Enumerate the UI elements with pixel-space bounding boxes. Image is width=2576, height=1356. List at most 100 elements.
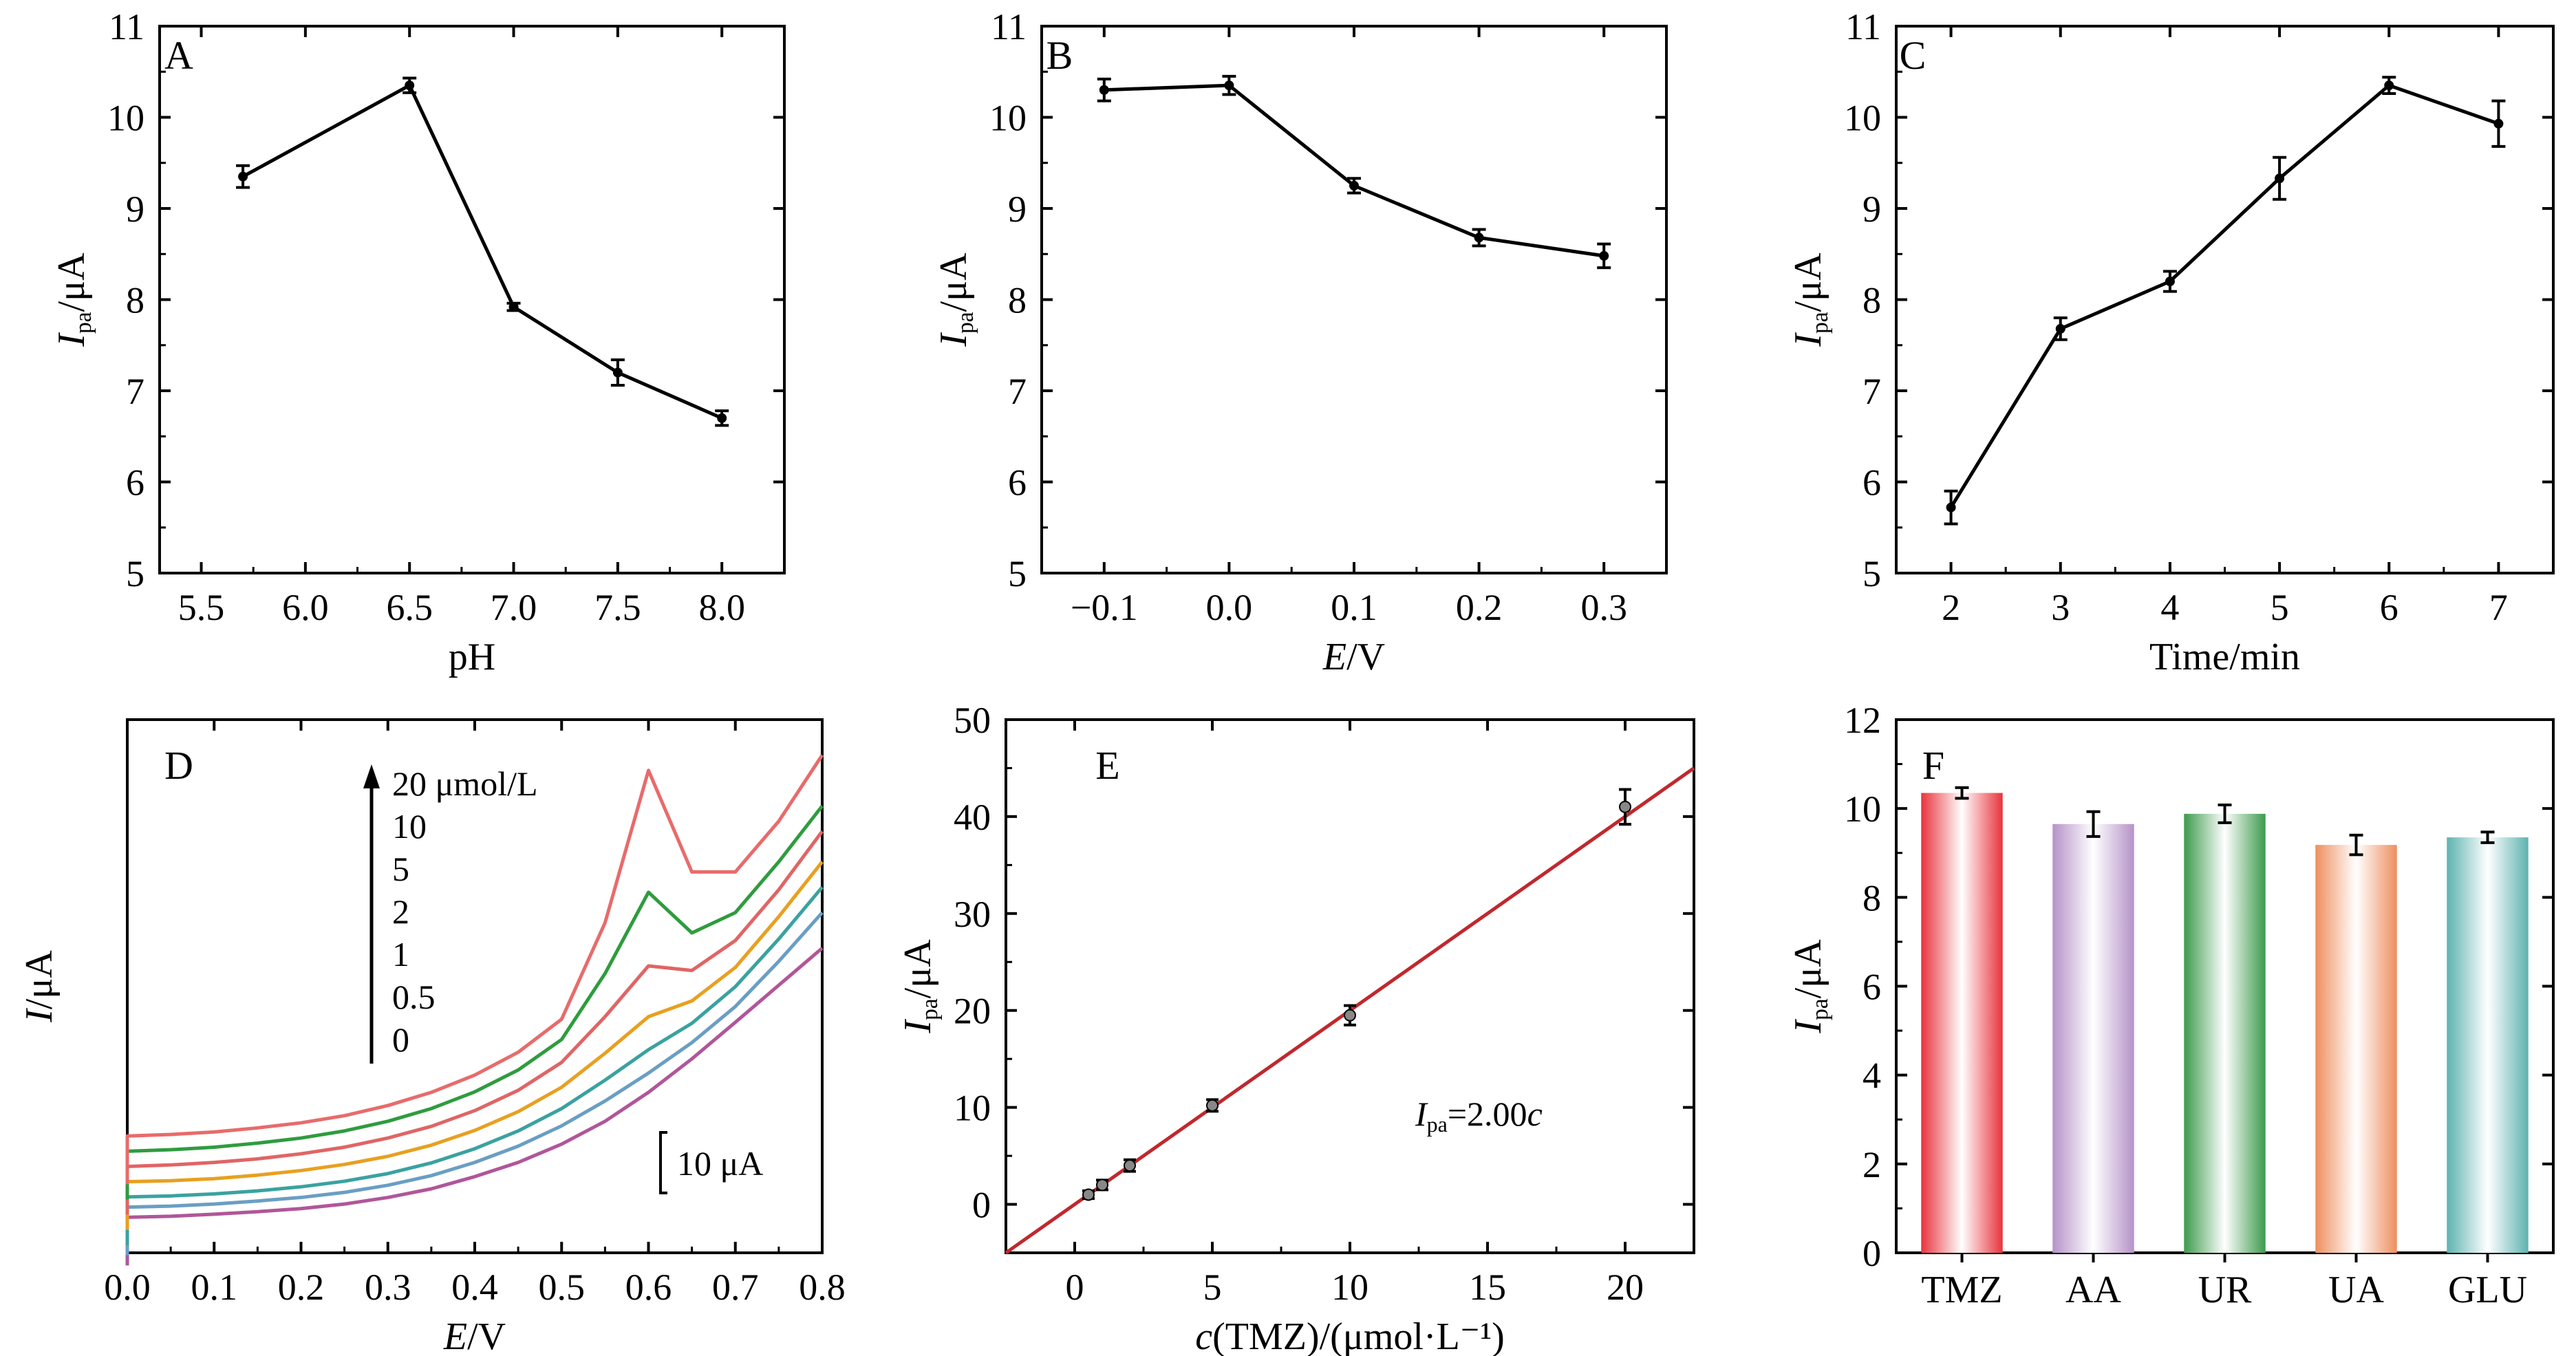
plot-frame	[158, 25, 786, 574]
x-tick-label: 0.2	[1456, 587, 1503, 628]
x-tick-label: 4	[2160, 587, 2179, 628]
x-axis-label: E/V	[443, 1315, 506, 1356]
y-tick-label: 12	[1844, 700, 1881, 741]
x-tick-label: 7	[2489, 587, 2508, 628]
concentration-label: 5	[392, 850, 409, 888]
panel-A: A 5.5 6.0 6.5 7.0 7.5 8.0 5 6 7 8 9 10 11 pH Ipa/μA	[50, 6, 786, 678]
y-tick-label: 9	[1863, 189, 1881, 230]
y-tick-label: 9	[1008, 189, 1027, 230]
data-point	[1349, 180, 1359, 191]
data-point	[1096, 1179, 1108, 1192]
x-tick-label: 0.4	[451, 1267, 498, 1308]
y-tick-label: 11	[991, 6, 1027, 47]
x-tick-label: 20	[1607, 1267, 1644, 1308]
concentration-label: 20 μmol/L	[392, 764, 538, 803]
panel-E: E 0 5 10 15 20 0 10 20 30 40 50 c(TMZ)/(μmol·L⁻¹) Ipa…	[897, 700, 1695, 1356]
plot-frame	[1005, 718, 1695, 1254]
x-tick-label: 0.6	[625, 1267, 672, 1308]
data-point	[1082, 1188, 1095, 1201]
x-tick-label: 0.3	[365, 1267, 411, 1308]
y-tick-label: 8	[1008, 280, 1027, 321]
panel-letter: E	[1095, 743, 1119, 788]
category-label: TMZ	[1921, 1269, 2002, 1311]
bar-ua	[2315, 845, 2397, 1253]
x-tick-label: 5.5	[178, 587, 225, 628]
cv-curve	[125, 804, 824, 1200]
cv-curve	[125, 754, 824, 1185]
y-tick-label: 10	[1844, 98, 1881, 139]
y-tick-label: 0	[972, 1185, 991, 1226]
cv-curve	[125, 830, 824, 1215]
data-point	[2493, 118, 2504, 129]
x-tick-label: 2	[1942, 587, 1960, 628]
x-tick-label: 6	[2380, 587, 2398, 628]
concentration-label: 0	[392, 1020, 409, 1059]
bar-aa	[2052, 824, 2134, 1253]
panel-letter: F	[1922, 743, 1944, 788]
series-line	[1949, 83, 2500, 508]
y-tick-label: 11	[109, 6, 144, 47]
cv-curve	[125, 861, 824, 1230]
x-tick-label: 5	[1203, 1267, 1222, 1308]
y-tick-label: 6	[1008, 462, 1027, 504]
x-tick-label: 0.2	[278, 1267, 325, 1308]
x-tick-label: 3	[2051, 587, 2070, 628]
y-axis-label: Ipa/μA	[1787, 939, 1833, 1034]
panel-letter: C	[1900, 33, 1926, 78]
x-tick-label: 8.0	[698, 587, 745, 628]
plot-frame	[1040, 25, 1668, 574]
y-tick-label: 8	[1863, 280, 1881, 321]
concentration-label: 10	[392, 807, 427, 846]
category-label: AA	[2065, 1269, 2121, 1311]
y-tick-label: 2	[1863, 1144, 1881, 1185]
x-tick-label: −0.1	[1071, 587, 1138, 628]
panel-D: D 0.0 0.1 0.2 0.3 0.4 0.5 0.6 0.7 0.8 E/V I/μA 20 μm…	[18, 718, 846, 1356]
arrow-head	[363, 764, 380, 788]
series-line	[242, 83, 723, 420]
scale-bar	[659, 1131, 667, 1194]
x-tick-label: 0.0	[104, 1267, 151, 1308]
y-tick-label: 20	[954, 991, 991, 1032]
concentration-label: 0.5	[392, 978, 436, 1016]
y-tick-label: 5	[126, 553, 144, 594]
data-point	[1599, 250, 1609, 261]
x-tick-label: 5	[2271, 587, 2289, 628]
data-point	[1206, 1099, 1219, 1112]
cv-curve	[125, 885, 824, 1245]
y-tick-label: 10	[989, 98, 1027, 139]
data-point	[1124, 1159, 1136, 1172]
x-tick-label: 6.0	[282, 587, 329, 628]
y-tick-label: 6	[1863, 462, 1881, 504]
y-axis-label: Ipa/μA	[50, 252, 96, 347]
concentration-label: 1	[392, 935, 409, 973]
y-tick-label: 7	[1863, 371, 1881, 412]
data-point	[508, 302, 519, 312]
y-tick-label: 10	[1844, 788, 1881, 830]
x-tick-label: 0	[1066, 1267, 1084, 1308]
data-point	[1474, 233, 1484, 243]
x-tick-label: 0.8	[799, 1267, 846, 1308]
data-point	[612, 367, 623, 378]
x-tick-label: 0.7	[712, 1267, 759, 1308]
cv-curve	[125, 947, 824, 1266]
data-point	[717, 413, 727, 423]
panel-letter: B	[1046, 33, 1073, 78]
y-axis-label: Ipa/μA	[932, 252, 978, 347]
x-tick-label: 0.0	[1206, 587, 1253, 628]
y-axis-label: Ipa/μA	[1787, 252, 1833, 347]
x-tick-label: 7.0	[491, 587, 537, 628]
data-point	[1224, 80, 1234, 91]
panel-letter: D	[164, 743, 193, 788]
y-tick-label: 10	[107, 98, 144, 139]
y-tick-label: 8	[126, 280, 144, 321]
category-label: UA	[2328, 1269, 2384, 1311]
x-tick-label: 15	[1469, 1267, 1506, 1308]
cv-curve	[125, 911, 824, 1256]
x-tick-label: 0.5	[539, 1267, 586, 1308]
panel-B: B −0.1 0.0 0.1 0.2 0.3 5 6 7 8 9 10 11 E/V Ipa/μA	[932, 6, 1668, 678]
data-point	[1099, 85, 1109, 95]
x-tick-label: 0.1	[1331, 587, 1377, 628]
x-tick-label: 10	[1331, 1267, 1368, 1308]
x-tick-label: 0.3	[1580, 587, 1627, 628]
x-tick-label: 0.1	[191, 1267, 238, 1308]
